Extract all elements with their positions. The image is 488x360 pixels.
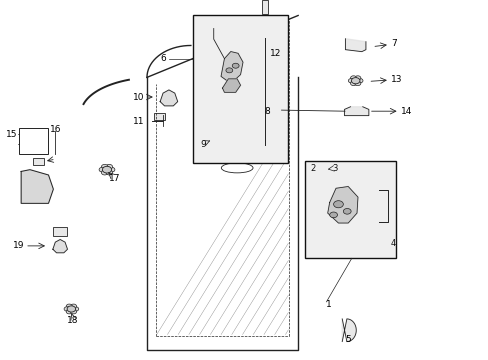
Circle shape — [333, 201, 343, 208]
Circle shape — [350, 81, 356, 86]
Circle shape — [101, 165, 108, 169]
Polygon shape — [344, 107, 368, 116]
Bar — [261, 0, 267, 14]
Text: 8: 8 — [264, 107, 269, 116]
Polygon shape — [21, 170, 53, 203]
Polygon shape — [222, 79, 240, 92]
Circle shape — [329, 212, 337, 218]
Text: 1: 1 — [326, 300, 331, 309]
Text: 15: 15 — [6, 130, 18, 139]
Polygon shape — [327, 186, 357, 223]
Text: 14: 14 — [400, 107, 411, 116]
Circle shape — [106, 170, 112, 175]
Text: 2: 2 — [310, 164, 315, 173]
Circle shape — [354, 81, 360, 86]
Text: 13: 13 — [390, 75, 402, 84]
Circle shape — [108, 167, 115, 172]
Circle shape — [351, 78, 359, 84]
Bar — [19, 128, 48, 154]
Bar — [154, 113, 164, 120]
Text: 18: 18 — [67, 316, 79, 325]
Circle shape — [232, 63, 239, 68]
Circle shape — [99, 167, 105, 172]
Circle shape — [343, 208, 350, 214]
Polygon shape — [221, 51, 243, 84]
Bar — [261, 29, 267, 37]
Text: 7: 7 — [390, 39, 396, 48]
Polygon shape — [345, 39, 365, 51]
Text: 4: 4 — [390, 239, 395, 248]
Text: 6: 6 — [161, 54, 166, 63]
Text: 10: 10 — [133, 93, 144, 102]
Circle shape — [73, 307, 79, 311]
Bar — [276, 98, 286, 110]
Text: 11: 11 — [133, 117, 144, 126]
Circle shape — [356, 78, 362, 83]
Bar — [193, 15, 288, 163]
Circle shape — [225, 68, 232, 73]
Polygon shape — [53, 239, 67, 253]
Circle shape — [350, 76, 356, 80]
Circle shape — [106, 165, 112, 169]
Circle shape — [354, 76, 360, 80]
Polygon shape — [342, 319, 355, 342]
Bar — [33, 158, 44, 165]
Circle shape — [70, 304, 77, 309]
Circle shape — [347, 78, 354, 83]
Circle shape — [64, 307, 70, 311]
Circle shape — [67, 306, 76, 312]
Circle shape — [66, 310, 72, 314]
Circle shape — [102, 166, 111, 173]
Bar — [305, 161, 395, 258]
Text: 17: 17 — [109, 174, 121, 183]
Text: 19: 19 — [13, 242, 24, 251]
Text: 5: 5 — [345, 335, 350, 344]
Circle shape — [66, 304, 72, 309]
Bar — [53, 227, 67, 236]
Ellipse shape — [221, 163, 252, 173]
Polygon shape — [160, 90, 177, 106]
Circle shape — [101, 170, 108, 175]
Text: 16: 16 — [49, 125, 61, 134]
Text: 9: 9 — [200, 140, 206, 149]
Text: 12: 12 — [270, 49, 281, 58]
Text: 3: 3 — [331, 164, 337, 173]
Circle shape — [70, 310, 77, 314]
